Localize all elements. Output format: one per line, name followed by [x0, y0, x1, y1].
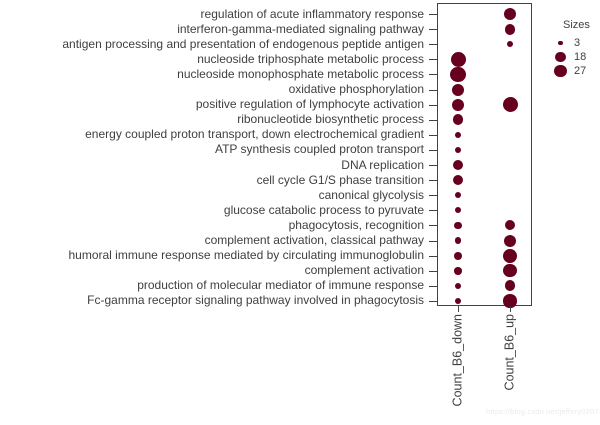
- y-axis-label: nucleoside monophosphate metabolic proce…: [177, 66, 424, 81]
- y-axis-tick: [429, 14, 437, 15]
- y-axis-tick: [429, 285, 437, 287]
- count-dot-down: [454, 207, 462, 214]
- count-dot-down: [454, 237, 462, 244]
- count-dot-down: [454, 221, 462, 230]
- legend-size-label: 27: [574, 65, 587, 77]
- y-axis-tick: [429, 225, 437, 227]
- y-axis-tick: [429, 104, 437, 106]
- x-axis-tick: [510, 306, 511, 312]
- count-dot-up: [502, 97, 518, 113]
- size-legend: Sizes 3 18 27: [548, 19, 590, 78]
- y-axis-tick: [429, 74, 437, 76]
- count-dot-down: [452, 174, 464, 186]
- y-axis-tick: [429, 270, 437, 272]
- legend-size-dot: [558, 40, 563, 46]
- count-dot-down: [450, 66, 466, 83]
- count-dot-down: [454, 282, 462, 290]
- count-dot-down: [450, 51, 466, 67]
- y-axis-label: oxidative phosphorylation: [288, 82, 424, 97]
- y-axis-label: ATP synthesis coupled proton transport: [214, 142, 424, 157]
- y-axis-label: canonical glycolysis: [318, 187, 424, 202]
- count-dot-down: [452, 83, 464, 96]
- count-dot-down: [454, 297, 462, 305]
- y-axis-label: phagocytosis, recognition: [288, 217, 424, 232]
- legend-size-label: 3: [574, 37, 581, 49]
- y-axis-label: production of molecular mediator of immu…: [137, 278, 424, 293]
- count-dot-down: [454, 192, 462, 199]
- y-axis-label: regulation of acute inflammatory respons…: [200, 6, 424, 21]
- count-dot-down: [454, 251, 462, 260]
- legend-dot-cell: [552, 40, 569, 46]
- y-axis-label: complement activation: [304, 263, 424, 278]
- y-axis-label: positive regulation of lymphocyte activa…: [195, 97, 424, 112]
- legend-item: 27: [548, 64, 590, 78]
- y-axis-label: cell cycle G1/S phase transition: [256, 172, 424, 187]
- count-dot-down: [454, 131, 462, 139]
- legend-item: 18: [548, 50, 590, 64]
- y-axis-tick: [429, 44, 437, 46]
- plot-panel-border: [437, 3, 532, 306]
- y-axis-tick: [429, 180, 437, 182]
- watermark-text: https://blog.csdn.net/jeffery0207: [486, 407, 599, 416]
- y-axis-label: Fc-gamma receptor signaling pathway invo…: [87, 293, 424, 308]
- count-dot-down: [452, 98, 464, 111]
- count-dot-up: [506, 41, 514, 48]
- count-dot-down: [454, 146, 462, 154]
- y-axis-tick: [429, 134, 437, 136]
- legend-size-label: 18: [574, 51, 587, 63]
- legend-title: Sizes: [563, 19, 590, 31]
- count-dot-up: [503, 248, 517, 263]
- y-axis-label: glucose catabolic process to pyruvate: [223, 202, 424, 217]
- count-dot-up: [504, 234, 516, 247]
- y-axis-label: DNA replication: [341, 157, 424, 172]
- legend-size-dot: [555, 51, 566, 63]
- y-axis-tick: [429, 29, 437, 31]
- y-axis-tick: [429, 255, 437, 257]
- y-axis-label: interferon-gamma-mediated signaling path…: [177, 21, 424, 36]
- x-axis-tick: [458, 306, 459, 312]
- y-axis-tick: [429, 149, 437, 151]
- y-axis-tick: [429, 195, 437, 197]
- legend-items: 3 18 27: [548, 36, 590, 78]
- y-axis-tick: [429, 119, 437, 121]
- count-dot-up: [503, 7, 517, 21]
- legend-dot-cell: [552, 51, 569, 63]
- legend-item: 3: [548, 36, 590, 50]
- y-axis-tick: [429, 300, 437, 302]
- count-dot-up: [504, 23, 516, 35]
- y-axis-tick: [429, 89, 437, 91]
- count-dot-up: [503, 294, 517, 308]
- x-axis-label: Count_B6_up: [502, 314, 517, 391]
- x-axis-label: Count_B6_down: [450, 314, 465, 407]
- y-axis-label: energy coupled proton transport, down el…: [85, 127, 424, 142]
- y-axis-tick: [429, 240, 437, 242]
- count-dot-down: [452, 159, 464, 171]
- count-dot-up: [504, 280, 516, 292]
- y-axis-tick: [429, 59, 437, 61]
- y-axis-label: ribonucleotide biosynthetic process: [237, 112, 424, 127]
- count-dot-up: [503, 264, 517, 278]
- legend-size-dot: [554, 64, 567, 78]
- y-axis-label: nucleoside triphosphate metabolic proces…: [197, 51, 424, 66]
- count-dot-up: [505, 220, 515, 231]
- y-axis-label: antigen processing and presentation of e…: [62, 36, 424, 51]
- legend-dot-cell: [552, 64, 569, 78]
- y-axis-label: complement activation, classical pathway: [204, 233, 424, 248]
- y-axis-tick: [429, 210, 437, 212]
- y-axis-tick: [429, 165, 437, 167]
- count-dot-down: [452, 114, 464, 126]
- y-axis-label: humoral immune response mediated by circ…: [68, 248, 424, 263]
- count-dot-down: [454, 267, 462, 275]
